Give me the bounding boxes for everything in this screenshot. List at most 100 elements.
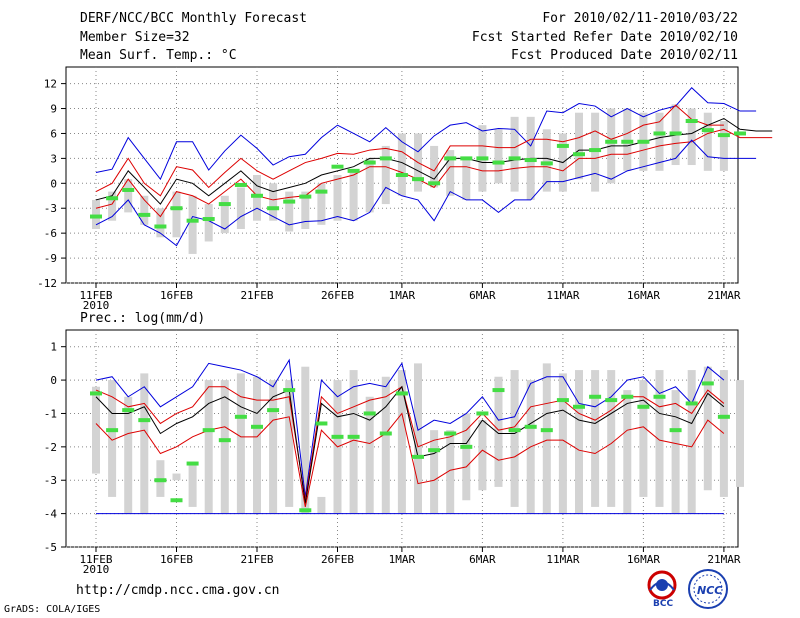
range-box xyxy=(156,208,165,238)
observation-mark xyxy=(106,196,119,201)
observation-mark xyxy=(379,431,392,436)
observation-mark xyxy=(315,421,328,426)
observation-mark xyxy=(412,177,424,182)
y-tick-label: -5 xyxy=(44,541,57,554)
range-box xyxy=(220,195,229,234)
x-tick-label: 16MAR xyxy=(627,553,660,566)
range-box xyxy=(397,133,406,196)
range-box xyxy=(253,376,261,514)
observation-mark xyxy=(508,428,521,433)
range-box xyxy=(736,380,744,487)
range-box xyxy=(140,195,149,225)
range-box xyxy=(253,175,261,221)
grads-credit: GrADS: COLA/IGES xyxy=(4,604,101,615)
range-box xyxy=(446,430,455,514)
range-box xyxy=(719,121,728,171)
y-tick-label: 12 xyxy=(44,78,57,91)
x-tick-label: 1MAR xyxy=(389,553,416,566)
observation-mark xyxy=(186,218,199,223)
observation-mark xyxy=(685,401,698,406)
range-box xyxy=(687,370,696,514)
observation-mark xyxy=(138,418,151,423)
range-box xyxy=(397,370,406,514)
forecast-period: For 2010/02/11-2010/03/22 xyxy=(542,11,738,26)
x-year-label: 2010 xyxy=(83,563,110,576)
observation-mark xyxy=(605,139,618,144)
observation-mark xyxy=(90,214,102,219)
range-box xyxy=(639,380,648,497)
observation-mark xyxy=(669,428,682,433)
observation-mark xyxy=(524,158,537,163)
range-box xyxy=(124,396,133,514)
y-tick-label: -12 xyxy=(37,277,57,290)
observation-mark xyxy=(267,206,280,211)
observation-mark xyxy=(589,394,602,399)
chart-panel-2: Prec.: log(mm/d) -5 -4 -3 -2 -1 0 1 11FEB 16FEB 21… xyxy=(44,311,744,576)
observation-mark xyxy=(540,428,553,433)
observation-mark xyxy=(444,431,457,436)
observation-mark xyxy=(283,199,296,204)
x-tick-label: 6MAR xyxy=(469,553,496,566)
observation-mark xyxy=(556,398,569,403)
observation-mark xyxy=(573,404,585,409)
range-box xyxy=(172,473,181,481)
ncc-logo-text: NCC xyxy=(697,584,722,597)
range-box xyxy=(301,366,310,514)
source-url[interactable]: http://cmdp.ncc.cma.gov.cn xyxy=(76,583,280,598)
range-box xyxy=(430,145,439,188)
series-upper-line xyxy=(95,385,725,501)
observation-mark xyxy=(154,224,167,229)
range-box xyxy=(462,158,471,200)
observation-mark xyxy=(492,388,505,393)
observation-mark xyxy=(653,131,666,136)
observation-mark xyxy=(331,164,344,169)
range-box xyxy=(317,183,326,225)
observation-mark xyxy=(234,182,247,187)
observation-mark xyxy=(299,508,312,513)
y-tick-label: -6 xyxy=(44,227,57,240)
observation-mark xyxy=(637,139,650,144)
observation-mark xyxy=(363,160,376,165)
range-box xyxy=(317,496,326,514)
observation-mark xyxy=(701,128,714,133)
range-box xyxy=(542,129,551,192)
observation-mark xyxy=(395,391,408,396)
observation-mark xyxy=(428,448,441,453)
observation-mark xyxy=(524,424,537,429)
panel-title: Prec.: log(mm/d) xyxy=(80,311,205,326)
member-size: Member Size=32 xyxy=(80,30,190,45)
range-box xyxy=(591,370,600,507)
observation-mark xyxy=(251,193,263,198)
range-box xyxy=(333,175,342,221)
range-box xyxy=(703,112,712,171)
range-box xyxy=(349,370,358,514)
bcc-logo: BCC xyxy=(647,570,677,608)
x-tick-label: 21FEB xyxy=(240,289,273,302)
observation-mark xyxy=(444,156,457,161)
range-box xyxy=(172,191,181,238)
chart-title: DERF/NCC/BCC Monthly Forecast xyxy=(80,11,307,26)
range-box xyxy=(204,380,213,514)
observation-mark xyxy=(90,391,102,396)
observation-mark xyxy=(621,394,634,399)
observation-mark xyxy=(492,160,505,165)
observation-mark xyxy=(734,131,746,136)
y-tick-label: 3 xyxy=(50,152,57,165)
series-lower-line xyxy=(95,412,725,508)
range-box xyxy=(269,183,278,221)
y-tick-label: -1 xyxy=(44,407,57,420)
y-tick-label: 0 xyxy=(50,374,57,387)
x-tick-label: 11MAR xyxy=(546,289,579,302)
y-tick-label: 9 xyxy=(50,103,57,116)
range-box xyxy=(236,373,245,514)
x-tick-label: 6MAR xyxy=(469,289,496,302)
range-box xyxy=(92,386,100,474)
y-tick-label: -4 xyxy=(44,508,58,521)
y-tick-label: -3 xyxy=(44,202,57,215)
observation-mark xyxy=(412,454,424,459)
x-tick-label: 26FEB xyxy=(321,553,354,566)
observation-mark xyxy=(106,428,119,433)
observation-mark xyxy=(379,156,392,161)
range-box xyxy=(285,191,294,232)
x-tick-label: 11FEB xyxy=(79,289,112,302)
